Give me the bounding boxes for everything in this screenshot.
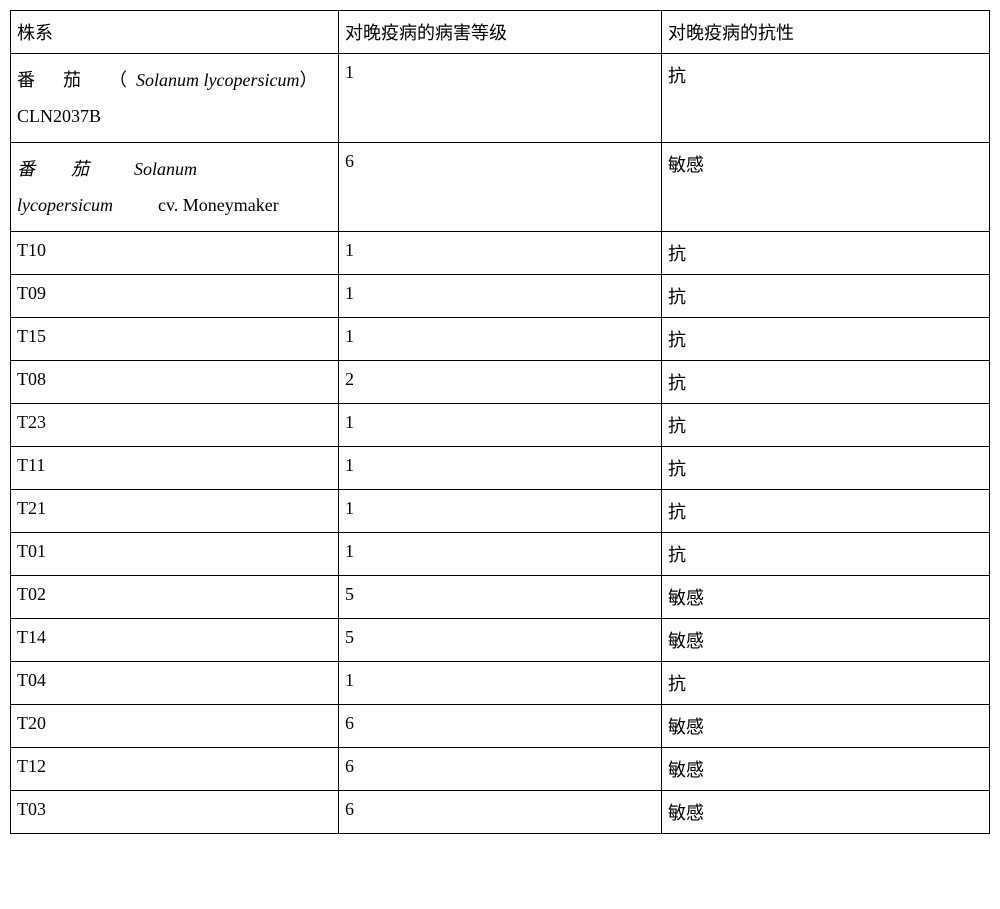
table-row: T20 6 敏感: [11, 705, 990, 748]
cell-grade: 1: [338, 490, 661, 533]
cell-grade: 1: [338, 54, 661, 143]
cell-resistance: 敏感: [662, 748, 990, 791]
cell-grade: 1: [338, 662, 661, 705]
table-row: T11 1 抗: [11, 447, 990, 490]
cell-resistance: 抗: [662, 318, 990, 361]
cell-resistance: 抗: [662, 490, 990, 533]
table-row: T08 2 抗: [11, 361, 990, 404]
cell-strain: T12: [11, 748, 339, 791]
cv-label: cv.: [158, 195, 178, 215]
cell-strain: T14: [11, 619, 339, 662]
cell-grade: 2: [338, 361, 661, 404]
table-row: T21 1 抗: [11, 490, 990, 533]
table-row: 番茄（ Solanum lycopersicum） CLN2037B 1 抗: [11, 54, 990, 143]
cell-strain: T10: [11, 232, 339, 275]
cell-strain: T21: [11, 490, 339, 533]
cell-resistance: 抗: [662, 232, 990, 275]
table-body: 番茄（ Solanum lycopersicum）CLN2037B 1 抗 番茄…: [11, 54, 990, 834]
cell-grade: 1: [338, 232, 661, 275]
table-row: T04 1 抗: [11, 662, 990, 705]
cell-grade: 1: [338, 533, 661, 576]
paren-open: （: [109, 70, 127, 90]
cell-strain: 番茄 Solanum lycopersicum cv. Moneymaker: [11, 143, 339, 232]
strain-code: CLN2037B: [17, 106, 101, 126]
cell-strain: T01: [11, 533, 339, 576]
cell-strain: T09: [11, 275, 339, 318]
cell-strain: T23: [11, 404, 339, 447]
table-row: T09 1 抗: [11, 275, 990, 318]
cell-resistance: 抗: [662, 361, 990, 404]
cell-resistance: 敏感: [662, 576, 990, 619]
table-row: T03 6 敏感: [11, 791, 990, 834]
resistance-table: 株系 对晚疫病的病害等级 对晚疫病的抗性 番茄（ Solanum lycoper…: [10, 10, 990, 834]
cell-resistance: 抗: [662, 275, 990, 318]
cn-text: 番茄: [17, 159, 125, 179]
cell-grade: 1: [338, 318, 661, 361]
strain-code: Moneymaker: [183, 195, 279, 215]
cell-strain: 番茄（ Solanum lycopersicum） CLN2037B: [11, 54, 339, 143]
cell-resistance: 抗: [662, 662, 990, 705]
cell-grade: 1: [338, 404, 661, 447]
cell-strain: T20: [11, 705, 339, 748]
table-header-row: 株系 对晚疫病的病害等级 对晚疫病的抗性: [11, 11, 990, 54]
table-row: T23 1 抗: [11, 404, 990, 447]
cell-resistance: 敏感: [662, 791, 990, 834]
cell-strain: T03: [11, 791, 339, 834]
cell-grade: 1: [338, 275, 661, 318]
cell-resistance: 敏感: [662, 705, 990, 748]
cn-text: 番茄: [17, 70, 109, 90]
table-row: T01 1 抗: [11, 533, 990, 576]
table-row: T02 5 敏感: [11, 576, 990, 619]
header-strain: 株系: [11, 11, 339, 54]
cell-strain: T04: [11, 662, 339, 705]
header-grade: 对晚疫病的病害等级: [338, 11, 661, 54]
paren-close: ）: [299, 70, 317, 90]
cell-strain: T02: [11, 576, 339, 619]
cell-resistance: 敏感: [662, 143, 990, 232]
table-row: T14 5 敏感: [11, 619, 990, 662]
cell-grade: 6: [338, 143, 661, 232]
table-row: T12 6 敏感: [11, 748, 990, 791]
cell-resistance: 抗: [662, 404, 990, 447]
table-row: T15 1 抗: [11, 318, 990, 361]
header-resistance: 对晚疫病的抗性: [662, 11, 990, 54]
cell-grade: 5: [338, 576, 661, 619]
latin-name: Solanum lycopersicum: [136, 70, 299, 90]
cell-grade: 6: [338, 748, 661, 791]
cell-resistance: 抗: [662, 447, 990, 490]
cell-grade: 6: [338, 705, 661, 748]
cell-grade: 6: [338, 791, 661, 834]
cell-strain: T11: [11, 447, 339, 490]
cell-resistance: 敏感: [662, 619, 990, 662]
table-row: 番茄 Solanum lycopersicum cv. Moneymaker 6…: [11, 143, 990, 232]
table-row: T10 1 抗: [11, 232, 990, 275]
cell-resistance: 抗: [662, 54, 990, 143]
cell-resistance: 抗: [662, 533, 990, 576]
cell-strain: T15: [11, 318, 339, 361]
cell-strain: T08: [11, 361, 339, 404]
cell-grade: 5: [338, 619, 661, 662]
cell-grade: 1: [338, 447, 661, 490]
